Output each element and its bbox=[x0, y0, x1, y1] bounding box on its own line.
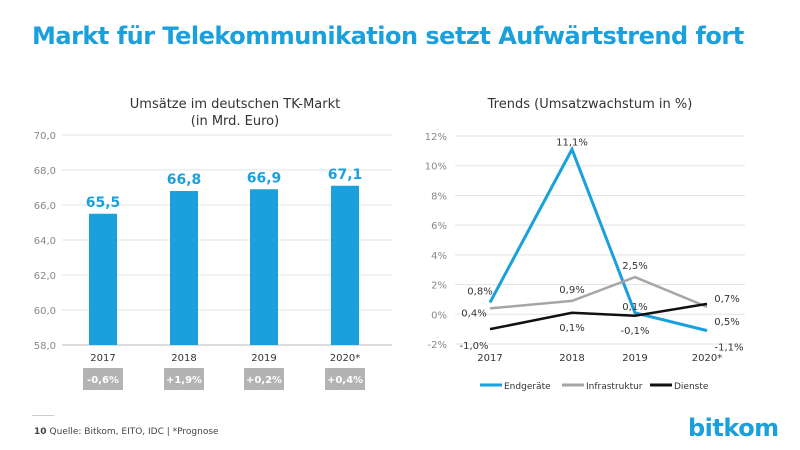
growth-label: +1,9% bbox=[166, 375, 202, 386]
growth-badge bbox=[325, 368, 365, 390]
x-tick-label: 2017 bbox=[90, 353, 115, 364]
y-tick-label: 0% bbox=[431, 310, 447, 321]
y-tick-label: 66,0 bbox=[34, 201, 56, 212]
slide-title: Markt für Telekommunikation setzt Aufwär… bbox=[32, 22, 744, 50]
y-tick-label: 4% bbox=[431, 251, 447, 262]
bar-title: Umsätze im deutschen TK-Markt bbox=[129, 97, 341, 112]
y-tick-label: 60,0 bbox=[34, 306, 56, 317]
bar-chart-title: Umsätze im deutschen TK-Markt (in Mrd. Eu… bbox=[80, 96, 390, 130]
growth-badge bbox=[83, 368, 123, 390]
y-tick-label: 10% bbox=[425, 162, 447, 173]
y-tick-label: 70,0 bbox=[34, 131, 56, 142]
bar bbox=[331, 185, 359, 345]
data-label: 0,1% bbox=[559, 323, 584, 334]
data-label: -1,0% bbox=[459, 341, 488, 352]
bar bbox=[170, 191, 198, 345]
line-chart-title: Trends (Umsatzwachstum in %) bbox=[487, 97, 693, 112]
divider bbox=[32, 415, 54, 416]
page-number: 10 bbox=[34, 427, 47, 437]
data-label: -0,1% bbox=[620, 326, 649, 337]
legend-label: Infrastruktur bbox=[586, 382, 643, 392]
growth-label: +0,4% bbox=[327, 375, 363, 386]
x-tick-label: 2018 bbox=[559, 353, 584, 364]
y-tick-label: 12% bbox=[425, 132, 447, 143]
y-tick-label: 6% bbox=[431, 221, 447, 232]
bitkom-logo: bitkom bbox=[688, 414, 779, 442]
y-tick-label: 58,0 bbox=[34, 341, 56, 352]
y-tick-label: 62,0 bbox=[34, 271, 56, 282]
growth-label: -0,6% bbox=[87, 375, 119, 386]
series-line-endgeräte bbox=[488, 145, 708, 333]
x-tick-label: 2020* bbox=[692, 353, 722, 364]
x-tick-label: 2020* bbox=[330, 353, 360, 364]
bar-value-label: 65,5 bbox=[86, 195, 121, 211]
data-label: 0,9% bbox=[559, 285, 584, 296]
data-label: 11,1% bbox=[556, 137, 588, 148]
series-line-dienste bbox=[489, 302, 708, 331]
growth-label: +0,2% bbox=[246, 375, 282, 386]
y-tick-label: 2% bbox=[431, 281, 447, 292]
data-label: 0,8% bbox=[467, 286, 492, 297]
bar-subtitle: (in Mrd. Euro) bbox=[190, 114, 280, 129]
data-label: 0,4% bbox=[461, 308, 486, 319]
growth-badge bbox=[244, 368, 284, 390]
legend-label: Dienste bbox=[674, 382, 709, 392]
series-line-infrastruktur bbox=[489, 275, 708, 310]
data-label: 0,1% bbox=[622, 302, 647, 313]
data-label: 2,5% bbox=[622, 261, 647, 272]
source-note: Quelle: Bitkom, EITO, IDC | *Prognose bbox=[49, 427, 219, 437]
growth-badge bbox=[164, 368, 204, 390]
x-tick-label: 2017 bbox=[477, 353, 502, 364]
y-tick-label: 8% bbox=[431, 191, 447, 202]
x-tick-label: 2019 bbox=[251, 353, 276, 364]
bar-value-label: 66,9 bbox=[247, 170, 282, 186]
y-tick-label: 64,0 bbox=[34, 236, 56, 247]
x-tick-label: 2019 bbox=[622, 353, 647, 364]
data-label: 0,5% bbox=[714, 317, 739, 328]
bar-value-label: 66,8 bbox=[167, 172, 202, 188]
y-tick-label: -2% bbox=[428, 340, 447, 351]
data-label: 0,7% bbox=[714, 294, 739, 305]
y-tick-label: 68,0 bbox=[34, 166, 56, 177]
legend-label: Endgeräte bbox=[504, 382, 551, 392]
bar bbox=[250, 189, 278, 345]
bar-value-label: 67,1 bbox=[328, 167, 363, 183]
footer: 10 Quelle: Bitkom, EITO, IDC | *Prognose bbox=[34, 427, 219, 437]
data-label: -1,1% bbox=[714, 343, 743, 354]
x-tick-label: 2018 bbox=[171, 353, 196, 364]
bar bbox=[89, 213, 117, 345]
